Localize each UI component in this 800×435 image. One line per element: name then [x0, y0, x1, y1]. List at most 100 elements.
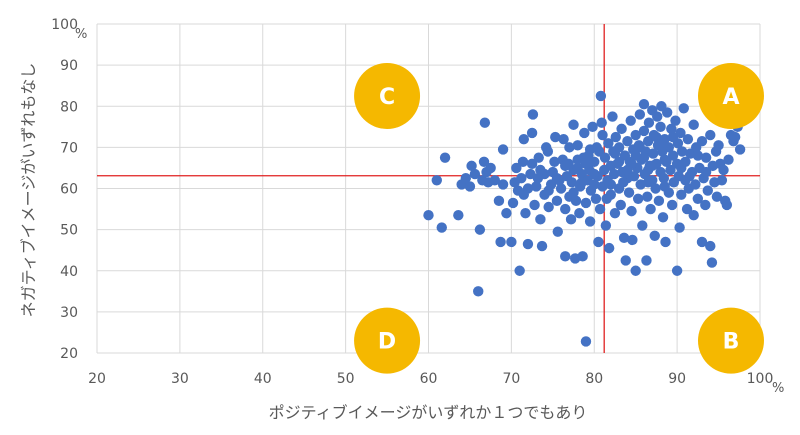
data-point	[684, 170, 695, 182]
y-tick-labels: 20 30 40 50 60 70 80 90 100	[51, 17, 78, 362]
data-point	[595, 90, 607, 102]
data-point	[529, 199, 540, 211]
x-tick-label: 90	[668, 371, 686, 387]
data-point	[676, 162, 687, 174]
data-point	[625, 115, 636, 126]
data-point	[632, 193, 644, 204]
data-point	[618, 177, 629, 188]
data-point	[671, 265, 683, 276]
data-point	[543, 201, 554, 213]
data-point	[663, 142, 675, 153]
data-point	[580, 197, 592, 209]
quadrant-b-circle	[697, 307, 764, 374]
data-point	[601, 193, 612, 204]
data-point	[638, 125, 650, 137]
data-point	[580, 336, 592, 347]
data-point	[568, 187, 579, 198]
data-point	[453, 210, 464, 221]
data-point	[615, 199, 626, 211]
quadrant-d-label: D	[378, 330, 396, 355]
data-point	[478, 156, 490, 167]
quadrant-d-circle	[354, 307, 421, 374]
quadrant-b-label: B	[723, 330, 740, 355]
data-point	[682, 133, 694, 145]
data-point	[584, 144, 596, 155]
data-point	[535, 214, 546, 225]
data-point	[518, 133, 530, 145]
data-point	[700, 152, 712, 163]
grid	[96, 23, 761, 354]
x-tick-label: 60	[420, 371, 438, 387]
data-point	[479, 117, 491, 128]
data-point	[589, 179, 600, 190]
data-point	[542, 146, 554, 157]
data-point	[661, 107, 673, 118]
data-point	[721, 199, 733, 211]
data-point	[594, 203, 606, 215]
data-point	[630, 150, 641, 161]
data-point	[526, 158, 538, 170]
data-point	[507, 197, 519, 209]
y-tick-label: 80	[60, 99, 78, 115]
data-point	[688, 210, 699, 221]
data-point	[659, 154, 670, 165]
data-point	[522, 238, 534, 250]
data-point	[603, 138, 614, 149]
data-point	[666, 123, 677, 135]
data-point	[655, 138, 666, 149]
data-point	[550, 131, 561, 143]
y-tick-label: 40	[60, 264, 78, 280]
data-point	[734, 144, 746, 155]
data-point	[565, 214, 577, 225]
data-point	[641, 255, 652, 266]
data-point	[729, 131, 741, 143]
data-point	[700, 199, 711, 211]
data-point	[568, 119, 579, 130]
data-point	[518, 189, 530, 200]
data-point	[497, 144, 509, 155]
data-point	[474, 224, 486, 235]
data-point	[655, 121, 666, 133]
data-point	[511, 162, 522, 174]
data-point	[520, 207, 531, 219]
x-tick-label: 50	[337, 371, 355, 387]
data-point	[593, 236, 604, 248]
x-tick-label: 100	[747, 371, 774, 387]
data-point	[696, 236, 708, 248]
data-point	[649, 230, 660, 241]
data-point	[564, 142, 575, 153]
data-point	[527, 109, 539, 120]
x-tick-label: 20	[88, 371, 106, 387]
data-point	[599, 152, 611, 163]
data-point	[638, 98, 650, 110]
data-point	[618, 232, 630, 244]
data-point	[501, 207, 512, 219]
data-point	[597, 129, 608, 141]
data-point	[630, 129, 641, 141]
data-point	[637, 220, 648, 231]
data-point	[616, 123, 627, 135]
data-point	[626, 205, 637, 217]
data-point	[609, 207, 621, 219]
data-point	[603, 242, 615, 254]
data-point	[681, 203, 693, 215]
data-point	[692, 193, 704, 204]
data-point	[667, 150, 679, 161]
quadrant-markers: A B C D	[354, 62, 764, 374]
data-point	[560, 203, 571, 215]
data-point	[423, 210, 434, 221]
y-tick-label: 70	[60, 140, 78, 156]
data-point	[660, 236, 671, 248]
data-point	[605, 179, 617, 190]
data-point	[572, 140, 583, 151]
data-point	[630, 265, 641, 276]
data-point	[652, 111, 663, 122]
data-point	[584, 216, 596, 227]
data-point	[628, 170, 640, 182]
data-point	[431, 175, 442, 186]
data-point	[613, 156, 625, 167]
data-point	[485, 162, 496, 174]
data-point	[688, 119, 699, 130]
data-point	[700, 166, 712, 178]
data-point	[580, 158, 592, 170]
